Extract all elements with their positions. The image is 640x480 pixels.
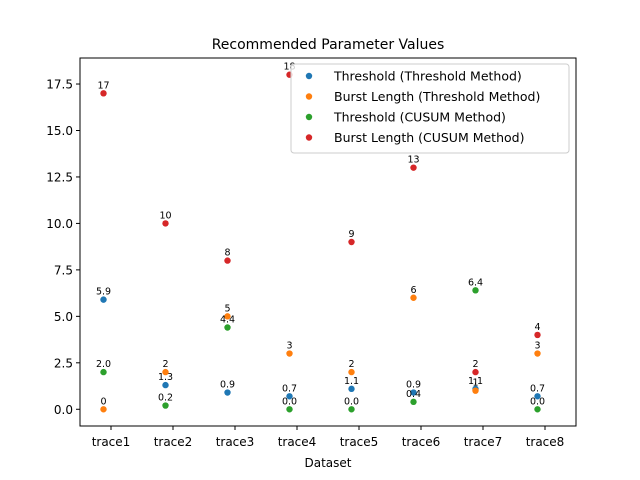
data-label: 13 — [407, 155, 419, 166]
data-point — [162, 381, 169, 389]
data-point — [472, 368, 479, 376]
data-label: 9 — [348, 229, 354, 240]
legend: Threshold (Threshold Method) Burst Length… — [290, 63, 570, 154]
x-tick-label: trace3 — [216, 435, 255, 449]
data-point — [410, 294, 417, 301]
data-point — [534, 331, 541, 339]
data-label: 3 — [534, 341, 540, 352]
data-point — [534, 393, 541, 400]
data-label: 8 — [224, 248, 230, 259]
legend-marker — [305, 72, 313, 80]
x-tick-label: trace7 — [464, 435, 503, 449]
data-label: 3 — [286, 341, 292, 352]
data-point — [534, 350, 541, 357]
data-point — [100, 406, 107, 413]
data-marks: 5.91.30.9 0.71.1 0.9 1.10.7025326132.00.24.… — [96, 62, 545, 413]
data-label: 10 — [159, 210, 171, 221]
data-point — [472, 387, 479, 394]
data-label: 0.0 — [282, 396, 297, 407]
plot-frame — [79, 57, 577, 427]
data-label: 5.9 — [96, 287, 111, 298]
data-point — [224, 257, 231, 264]
x-tick-label: trace4 — [278, 435, 317, 449]
data-point — [224, 389, 231, 396]
data-point — [286, 393, 293, 400]
legend-marker — [305, 93, 313, 100]
data-label: 5 — [224, 303, 230, 314]
data-label: 0.9 — [220, 380, 235, 391]
x-tick-label: trace6 — [402, 435, 441, 449]
data-label: 0.0 — [530, 396, 545, 407]
data-label: 2 — [162, 359, 168, 370]
data-label: 1.1 — [344, 376, 359, 387]
legend-marker — [305, 134, 313, 141]
y-tick-label: 17.5 — [46, 78, 73, 92]
x-tick-label: trace8 — [526, 435, 565, 449]
data-label: 0.4 — [406, 389, 421, 400]
data-label: 4 — [534, 322, 540, 333]
data-point — [534, 406, 541, 413]
data-label: 4.4 — [220, 314, 235, 325]
data-label: 1.3 — [158, 372, 173, 383]
legend-entry: Burst Length (CUSUM Method) — [334, 130, 524, 145]
data-label: 0.9 — [406, 380, 421, 391]
data-label: 2 — [472, 359, 478, 370]
x-tick-label: trace1 — [92, 435, 131, 449]
data-point — [410, 164, 417, 171]
data-label: 1.1 — [468, 376, 483, 387]
y-tick-label: 7.5 — [54, 263, 73, 277]
x-tick-label: trace5 — [340, 435, 379, 449]
data-point — [348, 385, 355, 393]
legend-marker — [305, 113, 313, 121]
data-label: 2.0 — [96, 359, 111, 370]
data-label: 0.7 — [530, 383, 545, 394]
data-point — [410, 389, 417, 396]
data-point — [224, 313, 231, 320]
data-point — [410, 398, 417, 406]
x-axis-label: Dataset — [305, 456, 352, 470]
data-point — [348, 238, 355, 246]
data-point — [472, 287, 479, 294]
legend-entry: Burst Length (Threshold Method) — [334, 89, 540, 104]
data-point — [286, 406, 293, 413]
data-label: 6 — [410, 285, 416, 296]
y-tick-label: 0.0 — [54, 403, 73, 417]
data-point — [162, 220, 169, 227]
y-tick-label: 15.0 — [46, 124, 73, 138]
data-point — [348, 368, 355, 376]
legend-entry: Threshold (Threshold Method) — [333, 69, 522, 84]
data-label: 17 — [97, 80, 109, 91]
data-label: 0.2 — [158, 393, 173, 404]
data-point — [100, 368, 107, 376]
legend-entry: Threshold (CUSUM Method) — [333, 110, 506, 125]
data-label: 1 — [472, 378, 478, 389]
data-point — [286, 350, 293, 357]
data-point — [162, 402, 169, 409]
data-label: 18 — [283, 62, 295, 73]
data-point — [224, 324, 231, 331]
x-tick-label: trace2 — [154, 435, 193, 449]
data-label: 0.0 — [344, 396, 359, 407]
y-tick-label: 2.5 — [54, 356, 73, 370]
data-point — [162, 368, 169, 376]
data-point — [348, 406, 355, 413]
data-label: 2 — [348, 359, 354, 370]
legend-box — [290, 63, 570, 154]
y-tick-label: 10.0 — [46, 217, 73, 231]
data-point — [100, 90, 107, 97]
y-tick-label: 5.0 — [54, 310, 73, 324]
chart-title: Recommended Parameter Values — [212, 37, 445, 53]
data-label: 6.4 — [468, 277, 483, 288]
data-label: 0.7 — [282, 383, 297, 394]
y-tick-label: 12.5 — [46, 170, 73, 184]
data-point — [100, 296, 107, 303]
data-label: 0 — [100, 396, 106, 407]
